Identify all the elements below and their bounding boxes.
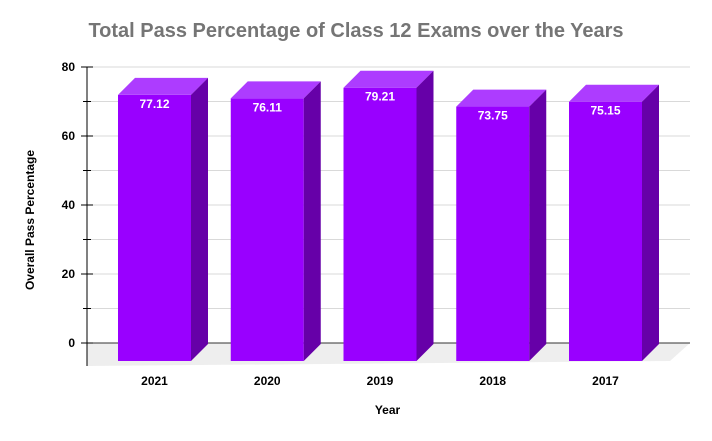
y-axis: 0 20 40 60 80 xyxy=(62,60,93,366)
y-tick-label: 20 xyxy=(62,267,76,281)
bar-series: 77.12 76.11 79.21 73.75 75.15 xyxy=(118,70,659,362)
x-axis-ticks: 2021 2020 2019 2018 2017 xyxy=(141,374,619,388)
x-tick-label: 2017 xyxy=(592,374,619,388)
bar-2021: 77.12 xyxy=(118,77,208,361)
bar-2019: 79.21 xyxy=(343,70,434,362)
data-label: 73.75 xyxy=(478,109,508,123)
x-tick-label: 2018 xyxy=(479,374,506,388)
x-tick-label: 2021 xyxy=(141,374,168,388)
data-label: 76.11 xyxy=(253,100,283,114)
y-tick-label: 40 xyxy=(62,198,76,212)
y-tick-label: 80 xyxy=(62,60,76,74)
y-tick-label: 0 xyxy=(68,336,75,350)
x-tick-label: 2019 xyxy=(367,374,394,388)
y-tick-label: 60 xyxy=(62,129,76,143)
x-tick-label: 2020 xyxy=(254,374,281,388)
bar-2017: 75.15 xyxy=(569,84,659,362)
data-label: 77.12 xyxy=(139,97,169,111)
x-axis-label: Year xyxy=(374,403,401,417)
bar-2020: 76.11 xyxy=(230,81,321,361)
data-label: 79.21 xyxy=(365,90,395,104)
chart-title: Total Pass Percentage of Class 12 Exams … xyxy=(88,20,624,42)
data-label: 75.15 xyxy=(590,104,620,118)
bar-2018: 73.75 xyxy=(456,89,547,361)
